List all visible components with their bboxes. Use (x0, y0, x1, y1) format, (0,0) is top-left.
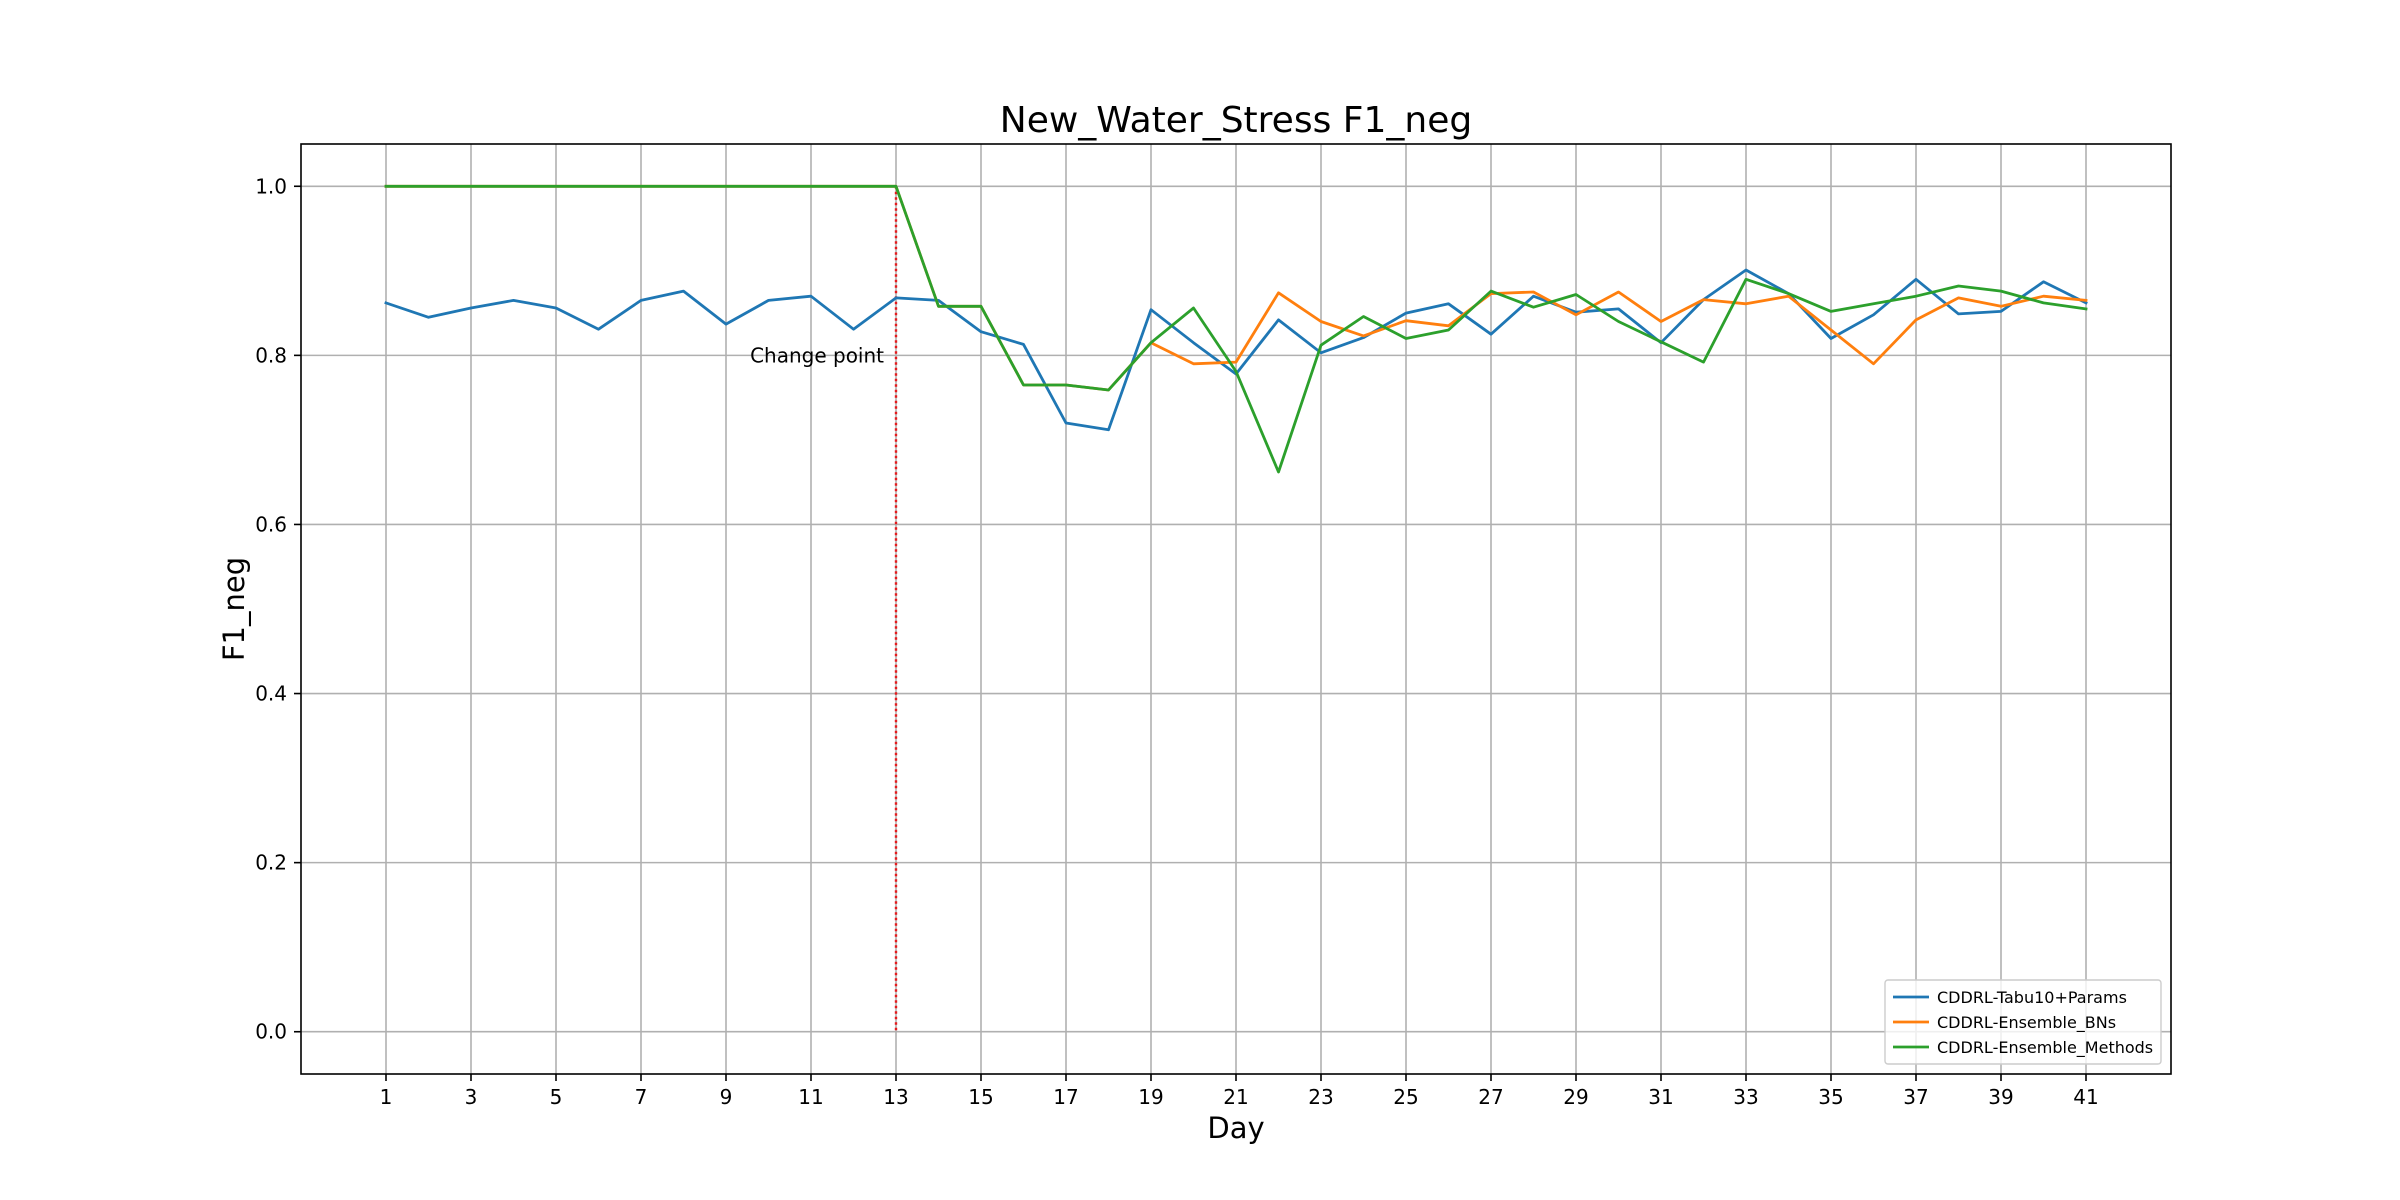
x-tick-label: 1 (380, 1085, 393, 1109)
chart-title: New_Water_Stress F1_neg (1000, 100, 1472, 141)
y-axis-ticks: 0.0 0.2 0.4 0.6 0.8 1.0 (255, 174, 301, 1044)
series-line-3 (384, 184, 2088, 474)
y-tick-label: 0.0 (255, 1020, 287, 1044)
x-tick-label: 5 (550, 1085, 563, 1109)
x-tick-label: 35 (1818, 1085, 1843, 1109)
legend-entry-label: CDDRL-Ensemble_BNs (1937, 1013, 2116, 1033)
x-axis-ticks: 1 3 5 7 9 11 13 15 17 19 21 23 25 27 29 31 33 35 37 39 41 (380, 1074, 2099, 1109)
x-tick-label: 17 (1053, 1085, 1078, 1109)
x-tick-label: 21 (1223, 1085, 1248, 1109)
x-tick-label: 11 (798, 1085, 823, 1109)
y-tick-label: 0.8 (255, 343, 287, 367)
x-tick-label: 37 (1903, 1085, 1928, 1109)
legend-box (1884, 979, 2162, 1065)
y-tick-label: 0.4 (255, 682, 287, 706)
x-tick-label: 23 (1308, 1085, 1333, 1109)
legend-entry-label: CDDRL-Ensemble_Methods (1937, 1038, 2153, 1058)
legend: CDDRL-Tabu10+Params CDDRL-Ensemble_BNs CDD… (1884, 979, 2162, 1065)
legend-entry-label: CDDRL-Tabu10+Params (1937, 988, 2127, 1007)
x-tick-label: 39 (1988, 1085, 2013, 1109)
x-tick-label: 19 (1138, 1085, 1163, 1109)
y-tick-label: 0.2 (255, 851, 287, 875)
x-axis-label: Day (1207, 1111, 1264, 1145)
x-tick-label: 3 (465, 1085, 478, 1109)
x-tick-label: 31 (1648, 1085, 1673, 1109)
y-axis-label: F1_neg (217, 557, 251, 661)
x-tick-label: 41 (2073, 1085, 2098, 1109)
grid (301, 144, 2171, 1074)
series-layer (384, 184, 2088, 474)
change-point-label: Change point (750, 343, 884, 367)
x-tick-label: 15 (968, 1085, 993, 1109)
x-tick-label: 33 (1733, 1085, 1758, 1109)
x-tick-label: 13 (883, 1085, 908, 1109)
x-tick-label: 29 (1563, 1085, 1588, 1109)
y-tick-label: 1.0 (255, 174, 287, 198)
x-tick-label: 27 (1478, 1085, 1503, 1109)
x-tick-label: 25 (1393, 1085, 1418, 1109)
x-tick-label: 9 (720, 1085, 733, 1109)
y-tick-label: 0.6 (255, 512, 287, 536)
x-tick-label: 7 (635, 1085, 648, 1109)
change-point-layer: Change point (750, 186, 898, 1032)
